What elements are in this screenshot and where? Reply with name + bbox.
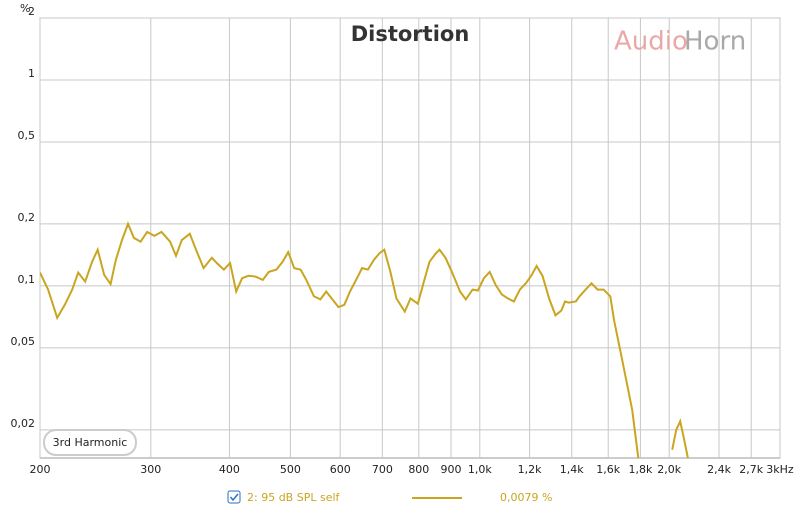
legend-checkbox[interactable] bbox=[227, 490, 241, 504]
y-tick-label: 2 bbox=[28, 5, 35, 18]
x-tick-label: 400 bbox=[219, 463, 240, 476]
watermark: Audio bbox=[614, 27, 688, 57]
x-tick-label: 1,0k bbox=[468, 463, 492, 476]
y-tick-label: 0,05 bbox=[11, 335, 36, 348]
legend-value: 0,0079 % bbox=[500, 491, 552, 504]
x-tick-label: 900 bbox=[441, 463, 462, 476]
y-tick-label: 0,02 bbox=[11, 417, 36, 430]
grid bbox=[39, 17, 781, 458]
x-tick-label: 600 bbox=[330, 463, 351, 476]
y-tick-label: 0,5 bbox=[18, 129, 36, 142]
x-tick-label: 200 bbox=[30, 463, 51, 476]
x-tick-label: 2,0k bbox=[657, 463, 681, 476]
x-tick-label: 300 bbox=[140, 463, 161, 476]
y-tick-label: 0,1 bbox=[18, 273, 36, 286]
x-tick-label: 700 bbox=[372, 463, 393, 476]
x-tick-label: 1,2k bbox=[518, 463, 542, 476]
x-tick-label: 3kHz bbox=[766, 463, 794, 476]
plot-area bbox=[39, 17, 781, 459]
chart-title: Distortion bbox=[351, 22, 470, 46]
legend-label: 2: 95 dB SPL self bbox=[247, 491, 341, 504]
badge: 3rd Harmonic bbox=[53, 436, 128, 449]
y-axis-label: % bbox=[20, 2, 30, 15]
watermark: Horn bbox=[684, 27, 746, 57]
badge-box bbox=[43, 429, 137, 456]
x-tick-label: 1,6k bbox=[596, 463, 620, 476]
x-tick-label: 2,7k bbox=[739, 463, 763, 476]
series-line bbox=[40, 221, 689, 458]
y-tick-label: 0,2 bbox=[18, 211, 36, 224]
x-tick-label: 1,8k bbox=[628, 463, 652, 476]
x-tick-label: 800 bbox=[408, 463, 429, 476]
check-mark bbox=[229, 493, 239, 502]
y-tick-label: 1 bbox=[28, 67, 35, 80]
x-tick-label: 1,4k bbox=[560, 463, 584, 476]
x-tick-label: 500 bbox=[280, 463, 301, 476]
x-tick-label: 2,4k bbox=[707, 463, 731, 476]
